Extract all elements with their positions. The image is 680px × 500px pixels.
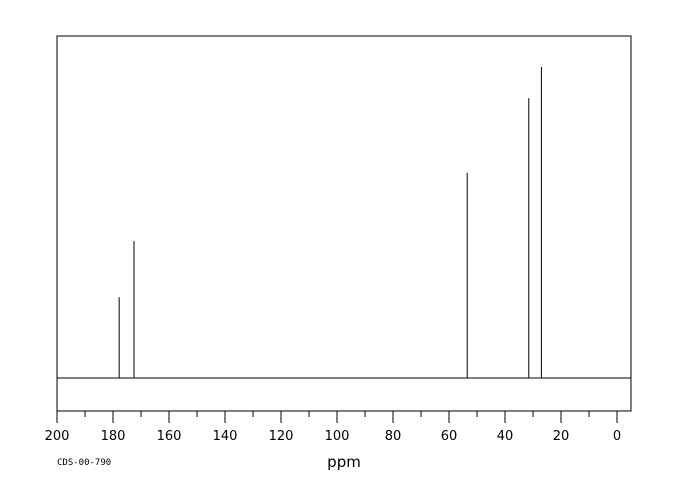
x-tick-label-60: 60	[441, 429, 458, 444]
peaks-group	[118, 67, 542, 378]
x-tick-label-40: 40	[497, 429, 514, 444]
plot-frame	[56, 35, 632, 412]
x-tick-label-140: 140	[213, 429, 238, 444]
x-axis-ticks: 200 180 160 140 120 100 80 60 40 20 0	[45, 411, 621, 444]
x-tick-label-0: 0	[613, 429, 621, 444]
x-tick-label-80: 80	[385, 429, 402, 444]
x-tick-label-160: 160	[157, 429, 182, 444]
x-axis-label: ppm	[327, 453, 361, 471]
x-tick-label-100: 100	[325, 429, 350, 444]
x-tick-label-200: 200	[45, 429, 70, 444]
x-tick-label-180: 180	[101, 429, 126, 444]
spectrum-code: CDS-00-790	[57, 458, 111, 468]
x-tick-label-120: 120	[269, 429, 294, 444]
x-tick-label-20: 20	[553, 429, 570, 444]
